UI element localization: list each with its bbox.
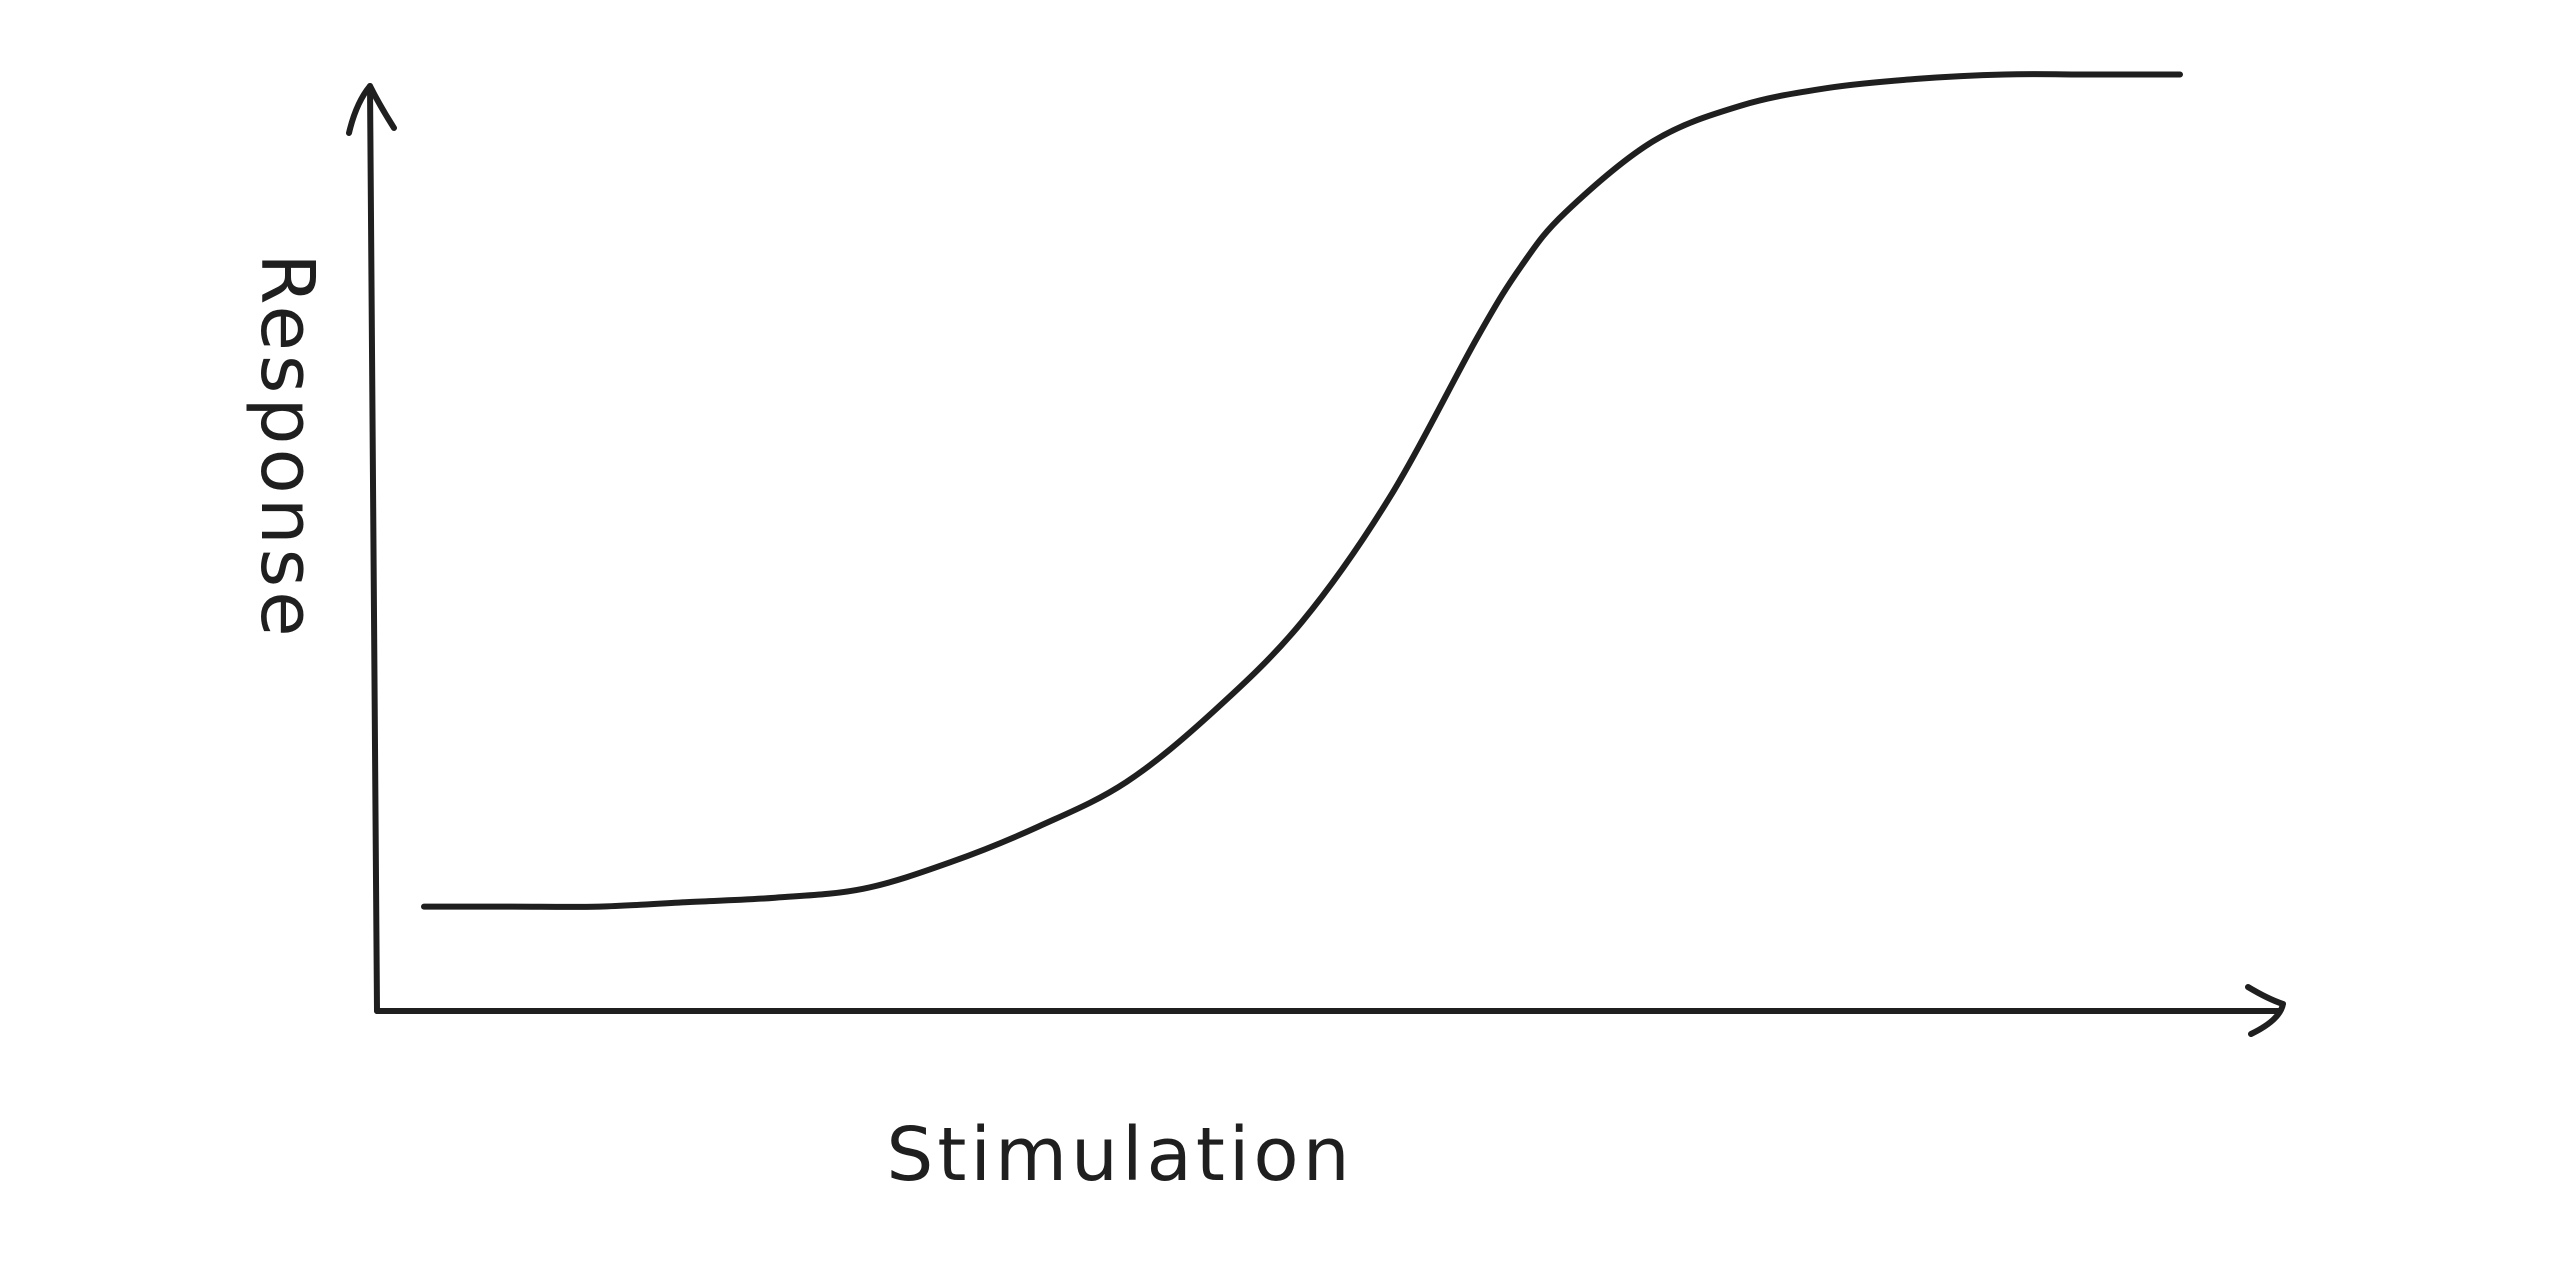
- x-axis-arrowhead: [2245, 984, 2286, 1037]
- series-line-0: [421, 71, 2183, 910]
- y-axis: [367, 83, 380, 1014]
- y-axis-arrowhead: [346, 83, 397, 136]
- x-axis-title: Stimulation: [886, 1112, 1353, 1198]
- series-group: [421, 71, 2183, 910]
- y-axis-title: Response: [244, 253, 330, 640]
